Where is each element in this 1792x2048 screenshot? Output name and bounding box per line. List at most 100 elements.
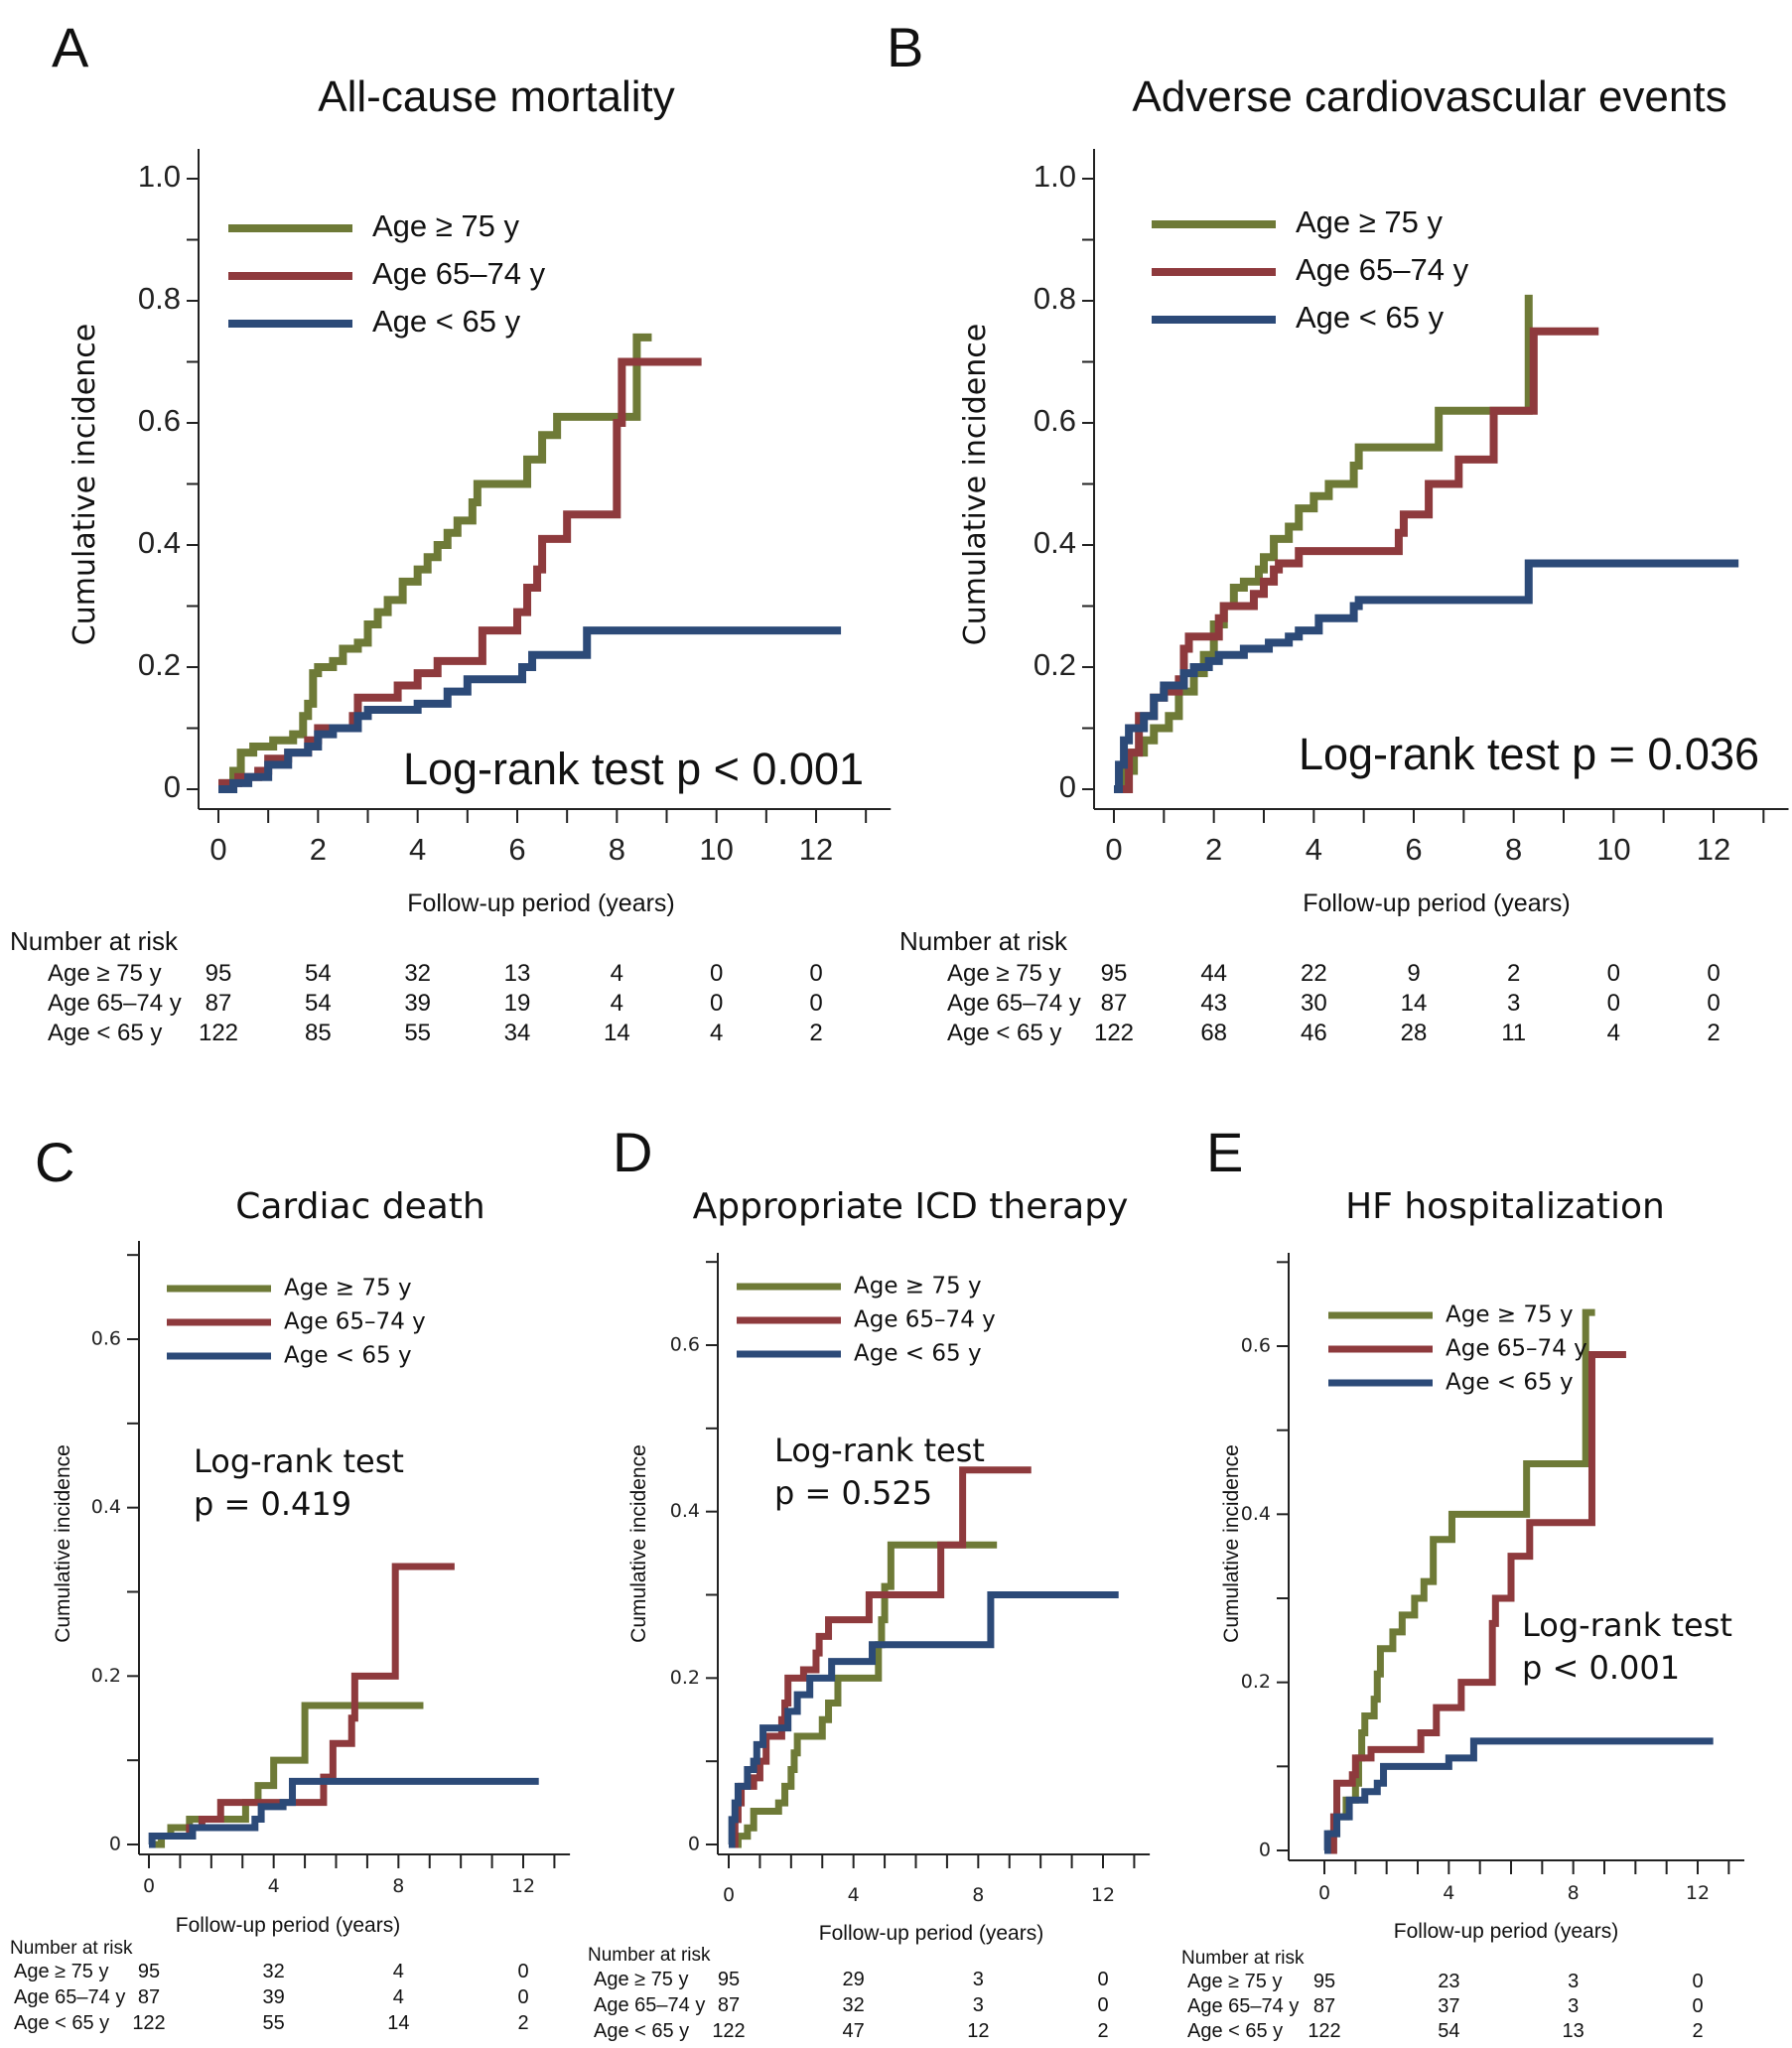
risk-count: 3 bbox=[1507, 990, 1520, 1017]
risk-count: 0 bbox=[1707, 960, 1720, 987]
y-tick-label: 0.6 bbox=[138, 403, 181, 438]
x-tick-label: 10 bbox=[1596, 832, 1630, 867]
log-rank-annotation: p = 0.525 bbox=[774, 1474, 932, 1512]
risk-row-label: Age 65–74 y bbox=[1187, 1995, 1299, 2017]
risk-count: 95 bbox=[1313, 1971, 1335, 1992]
panel-letter: D bbox=[613, 1121, 652, 1183]
risk-count: 0 bbox=[517, 1961, 528, 1982]
chart-title: Appropriate ICD therapy bbox=[693, 1186, 1129, 1227]
risk-count: 85 bbox=[305, 1020, 332, 1046]
panel-c: C Cardiac death 0 0.2 0.4 0.6 0 4 8 12 Follow-up p… bbox=[10, 1131, 571, 2034]
risk-row-label: Age < 65 y bbox=[1187, 2020, 1283, 2042]
risk-count: 2 bbox=[1692, 2020, 1703, 2042]
x-tick-label: 12 bbox=[799, 832, 833, 867]
y-axis-label: Cumulative incidence bbox=[958, 324, 993, 645]
x-tick-label: 2 bbox=[1205, 832, 1222, 867]
y-tick-label: 0.4 bbox=[670, 1500, 700, 1522]
risk-count: 3 bbox=[1568, 1971, 1579, 1992]
risk-count: 4 bbox=[611, 990, 623, 1017]
risk-count: 47 bbox=[843, 2020, 865, 2042]
log-rank-annotation: Log-rank test bbox=[1522, 1606, 1732, 1644]
risk-count: 54 bbox=[1438, 2020, 1459, 2042]
risk-row-label: Age ≥ 75 y bbox=[1187, 1971, 1282, 1992]
y-tick-label: 0 bbox=[1259, 1840, 1271, 1861]
y-tick-label: 0.6 bbox=[91, 1328, 121, 1350]
panel-letter: B bbox=[887, 16, 923, 78]
curve-age-lt65 bbox=[1114, 559, 1739, 793]
risk-row-label: Age < 65 y bbox=[947, 1020, 1061, 1046]
legend-label: Age ≥ 75 y bbox=[854, 1274, 982, 1299]
legend-item: Age 65–74 y bbox=[1328, 1336, 1587, 1362]
x-tick-label: 6 bbox=[1405, 832, 1422, 867]
risk-table-header: Number at risk bbox=[10, 1938, 133, 1959]
risk-count: 95 bbox=[1101, 960, 1128, 987]
legend-label: Age ≥ 75 y bbox=[1296, 205, 1443, 239]
risk-count: 13 bbox=[1563, 2020, 1585, 2042]
risk-count: 55 bbox=[404, 1020, 431, 1046]
y-tick-label: 1.0 bbox=[138, 159, 181, 194]
y-tick-label: 0.4 bbox=[138, 525, 181, 560]
risk-count: 43 bbox=[1200, 990, 1227, 1017]
risk-row-label: Age 65–74 y bbox=[14, 1986, 125, 2008]
risk-count: 0 bbox=[1692, 1995, 1703, 2017]
risk-count: 122 bbox=[199, 1020, 238, 1046]
risk-count: 39 bbox=[263, 1986, 285, 2008]
risk-row-label: Age 65–74 y bbox=[594, 1994, 705, 2016]
panel-letter: A bbox=[52, 16, 89, 78]
risk-row-label: Age 65–74 y bbox=[48, 990, 182, 1017]
x-tick-label: 4 bbox=[409, 832, 426, 867]
risk-count: 4 bbox=[1607, 1020, 1620, 1046]
risk-table-header: Number at risk bbox=[10, 926, 179, 956]
y-tick-label: 0.4 bbox=[1241, 1503, 1271, 1525]
risk-count: 0 bbox=[1097, 1969, 1108, 1990]
risk-count: 14 bbox=[1401, 990, 1428, 1017]
risk-count: 46 bbox=[1301, 1020, 1327, 1046]
risk-count: 2 bbox=[1097, 2020, 1108, 2042]
risk-count: 95 bbox=[138, 1961, 160, 1982]
legend-label: Age 65–74 y bbox=[1446, 1336, 1587, 1362]
risk-count: 32 bbox=[843, 1994, 865, 2016]
legend-label: Age < 65 y bbox=[854, 1341, 982, 1367]
risk-count: 39 bbox=[404, 990, 431, 1017]
y-tick-label: 0.8 bbox=[138, 281, 181, 316]
risk-count: 3 bbox=[973, 1969, 984, 1990]
y-axis-label: Cumulative incidence bbox=[52, 1444, 74, 1643]
legend-item: Age ≥ 75 y bbox=[1328, 1302, 1574, 1328]
x-tick-label: 2 bbox=[310, 832, 327, 867]
risk-count: 122 bbox=[132, 2012, 165, 2034]
risk-row-label: Age ≥ 75 y bbox=[947, 960, 1061, 987]
legend-label: Age 65–74 y bbox=[372, 256, 546, 291]
risk-count: 55 bbox=[263, 2012, 285, 2034]
risk-count: 95 bbox=[206, 960, 232, 987]
risk-count: 54 bbox=[305, 960, 332, 987]
y-tick-label: 0.6 bbox=[1034, 403, 1076, 438]
y-axis-label: Cumulative incidence bbox=[627, 1444, 650, 1643]
x-tick-label: 8 bbox=[609, 832, 625, 867]
curve-age-lt65 bbox=[148, 1777, 539, 1848]
number-at-risk-table: Number at risk Age ≥ 75 y 95 29 3 0 Age 65–74 … bbox=[588, 1945, 1109, 2042]
y-tick-label: 0.2 bbox=[138, 647, 181, 682]
y-tick-label: 0 bbox=[164, 769, 181, 804]
chart-title: All-cause mortality bbox=[318, 72, 674, 121]
risk-count: 2 bbox=[1507, 960, 1520, 987]
risk-count: 9 bbox=[1407, 960, 1420, 987]
legend-label: Age 65–74 y bbox=[854, 1307, 996, 1333]
x-tick-label: 10 bbox=[699, 832, 733, 867]
risk-count: 87 bbox=[1101, 990, 1128, 1017]
curve-age-lt65 bbox=[218, 626, 842, 793]
panel-letter: E bbox=[1206, 1121, 1243, 1183]
risk-count: 4 bbox=[393, 1986, 404, 2008]
chart-title: Adverse cardiovascular events bbox=[1132, 72, 1726, 121]
risk-count: 44 bbox=[1200, 960, 1227, 987]
log-rank-annotation: p < 0.001 bbox=[1522, 1649, 1680, 1687]
log-rank-annotation: Log-rank test p < 0.001 bbox=[403, 744, 864, 794]
x-tick-label: 0 bbox=[1318, 1882, 1330, 1904]
risk-count: 87 bbox=[206, 990, 232, 1017]
x-tick-label: 8 bbox=[972, 1884, 984, 1906]
y-tick-label: 0.4 bbox=[1034, 525, 1076, 560]
risk-count: 122 bbox=[1308, 2020, 1340, 2042]
y-tick-label: 0.6 bbox=[670, 1334, 700, 1356]
panel-d: D Appropriate ICD therapy 0 0.2 0.4 0.6 0 4 8 12 F… bbox=[588, 1121, 1151, 2042]
legend-label: Age < 65 y bbox=[372, 304, 521, 339]
